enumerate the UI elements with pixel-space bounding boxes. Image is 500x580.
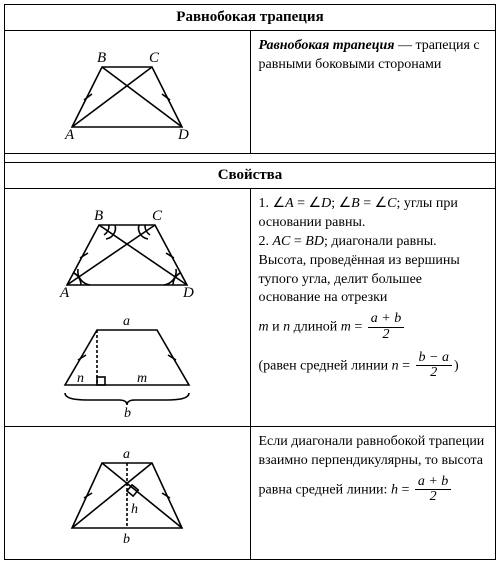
section1-diagram: A B C D — [5, 31, 251, 154]
svg-text:D: D — [182, 285, 194, 301]
section2-row2-diagram: a h b — [5, 427, 251, 560]
section2-row1-diagram: A B C D — [5, 189, 251, 427]
geometry-table: Равнобокая трапеция A B C D — [4, 4, 496, 560]
svg-text:n: n — [77, 371, 84, 386]
label-C: C — [149, 50, 160, 66]
svg-text:b: b — [124, 406, 131, 420]
svg-text:A: A — [59, 285, 70, 301]
svg-text:a: a — [123, 447, 130, 462]
section1-text: Равнобокая трапеция — трапеция с равными… — [250, 31, 496, 154]
svg-text:h: h — [131, 502, 138, 517]
section2-title: Свойства — [5, 163, 496, 189]
section2-row1-text: 1. ∠A = ∠D; ∠B = ∠C; углы при основании … — [250, 189, 496, 427]
spacer — [5, 154, 496, 163]
label-B: B — [97, 50, 106, 66]
label-A: A — [64, 127, 75, 143]
label-D: D — [177, 127, 189, 143]
section2-row2-text: Если диагонали равнобокой трапеции взаим… — [250, 427, 496, 560]
section1-title: Равнобокая трапеция — [5, 5, 496, 31]
svg-text:m: m — [137, 371, 147, 386]
svg-text:b: b — [123, 532, 130, 547]
svg-text:B: B — [94, 208, 103, 224]
svg-text:C: C — [152, 208, 163, 224]
svg-text:a: a — [123, 314, 130, 329]
definition-bold: Равнобокая трапеция — [259, 38, 395, 53]
